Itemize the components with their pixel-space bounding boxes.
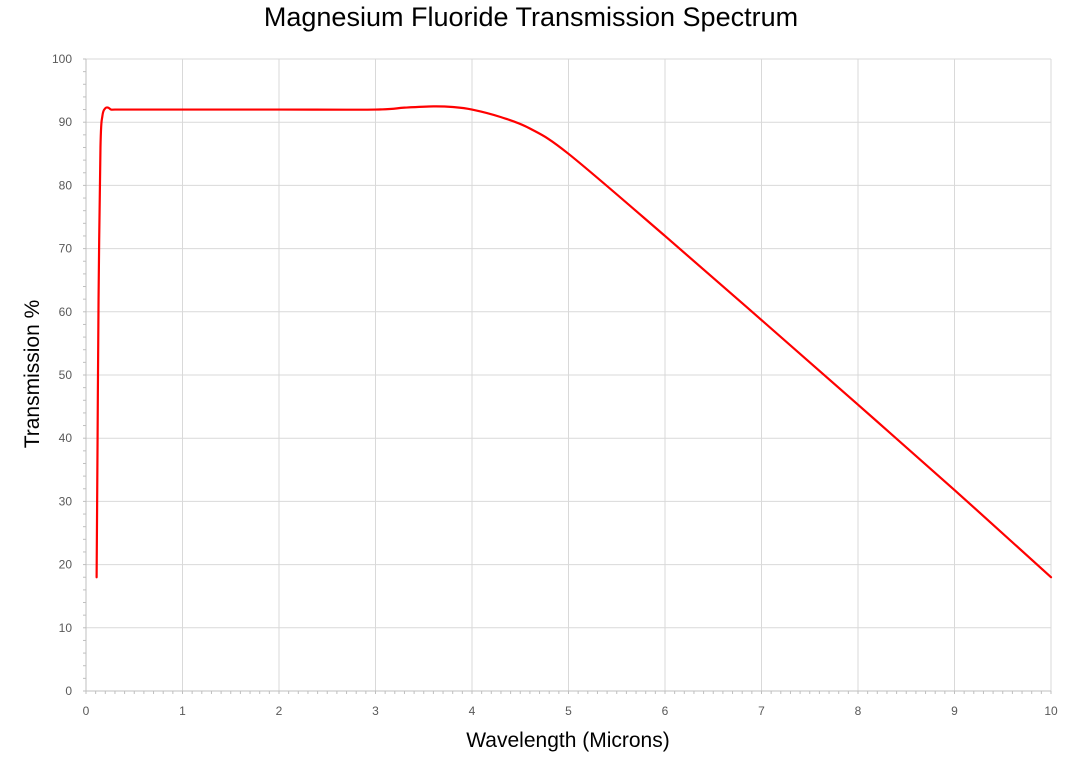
chart-title: Magnesium Fluoride Transmission Spectrum — [263, 2, 799, 32]
x-tick-label: 3 — [372, 704, 379, 718]
x-tick-label: 1 — [179, 704, 186, 718]
y-tick-label: 80 — [59, 178, 73, 192]
transmission-series-line — [95, 105, 1053, 579]
y-tick-label: 100 — [52, 52, 72, 66]
x-tick-label: 8 — [855, 704, 862, 718]
y-tick-label: 10 — [59, 621, 73, 635]
x-tick-label: 5 — [565, 704, 572, 718]
y-axis-title: Transmission % — [21, 300, 44, 449]
y-tick-label: 40 — [59, 431, 73, 445]
y-tick-label: 70 — [59, 242, 73, 256]
y-tick-label: 30 — [59, 494, 73, 508]
y-tick-label: 0 — [65, 684, 72, 698]
y-tick-label: 50 — [59, 368, 73, 382]
x-tick-label: 7 — [758, 704, 765, 718]
y-tick-label: 60 — [59, 305, 73, 319]
x-tick-label: 10 — [1044, 704, 1058, 718]
x-tick-label: 9 — [951, 704, 958, 718]
x-tick-label: 2 — [276, 704, 283, 718]
grid-lines — [86, 58, 1052, 691]
y-tick-label: 20 — [59, 558, 73, 572]
x-tick-label: 4 — [469, 704, 476, 718]
x-tick-label: 6 — [662, 704, 669, 718]
series-layer — [95, 105, 1053, 579]
x-tick-label: 0 — [83, 704, 90, 718]
axes — [83, 58, 1052, 694]
y-tick-label: 90 — [59, 115, 73, 129]
x-axis-title: Wavelength (Microns) — [466, 729, 669, 752]
